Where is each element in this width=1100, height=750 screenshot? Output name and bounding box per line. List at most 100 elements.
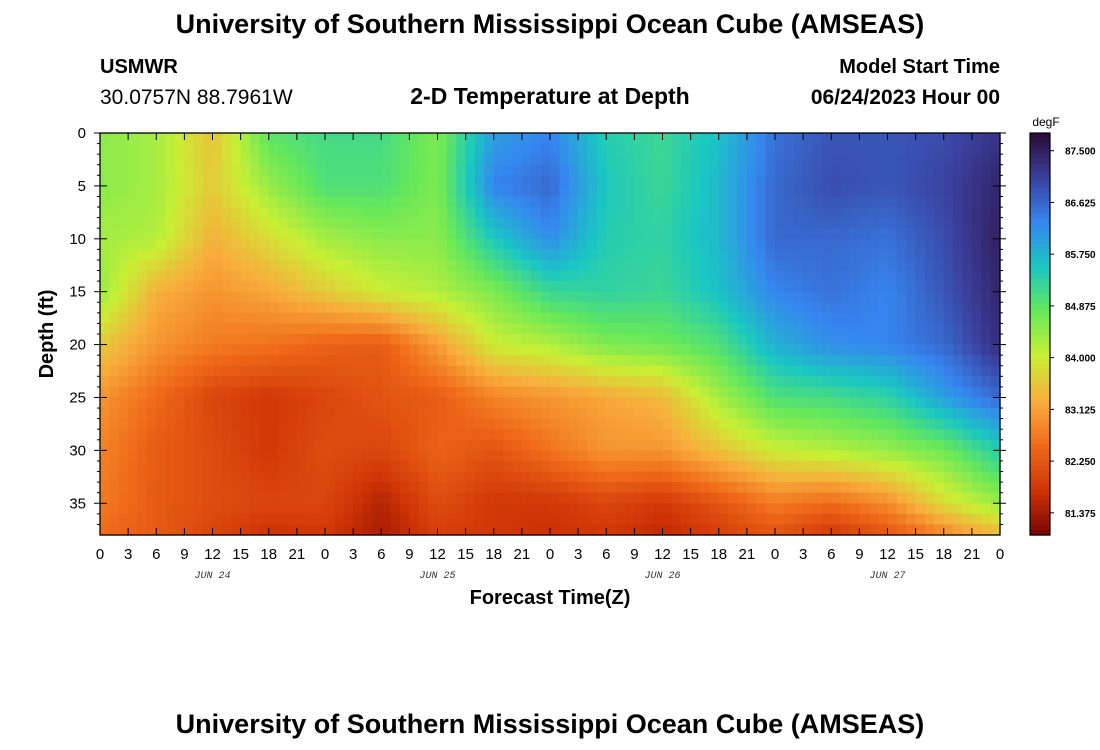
heatmap-cell <box>821 376 832 388</box>
heatmap-cell <box>681 492 692 504</box>
x-tick-label: 6 <box>152 546 160 563</box>
heatmap-cell <box>793 450 804 462</box>
heatmap-cell <box>568 217 579 229</box>
heatmap-cell <box>221 418 232 430</box>
heatmap-cell <box>550 418 560 430</box>
heatmap-cell <box>409 524 420 536</box>
x-tick-label: 18 <box>260 546 277 563</box>
colorbar-segment <box>1030 283 1050 290</box>
heatmap-cell <box>381 355 392 367</box>
heatmap-cell <box>850 323 860 335</box>
heatmap-cell <box>587 259 598 272</box>
heatmap-cell <box>137 386 148 399</box>
heatmap-cell <box>128 450 139 462</box>
heatmap-cell <box>971 439 982 451</box>
heatmap-cell <box>821 228 832 240</box>
heatmap-cell <box>634 302 645 314</box>
heatmap-cell <box>446 524 457 536</box>
heatmap-cell <box>662 450 673 462</box>
heatmap-cell <box>362 175 373 187</box>
heatmap-cell <box>915 175 926 187</box>
heatmap-cell <box>390 450 401 462</box>
heatmap-cell <box>671 291 682 303</box>
heatmap-cell <box>146 429 157 441</box>
heatmap-cell <box>653 492 664 504</box>
heatmap-cell <box>793 196 804 208</box>
heatmap-cell <box>953 133 964 145</box>
heatmap-cell <box>840 154 851 166</box>
heatmap-cell <box>840 259 851 272</box>
heatmap-cell <box>587 482 598 494</box>
heatmap-cell <box>521 164 532 176</box>
heatmap-cell <box>428 312 439 325</box>
heatmap-cell <box>456 365 467 377</box>
heatmap-cell <box>531 164 542 176</box>
heatmap-cell <box>990 323 1001 335</box>
heatmap-cell <box>428 291 439 303</box>
heatmap-cell <box>268 196 279 208</box>
heatmap-cell <box>700 154 710 166</box>
heatmap-cell <box>503 376 514 388</box>
heatmap-cell <box>690 164 701 176</box>
heatmap-cell <box>653 323 664 335</box>
heatmap-cell <box>240 312 251 325</box>
heatmap-cell <box>109 228 120 240</box>
heatmap-cell <box>306 270 317 282</box>
heatmap-cell <box>896 185 907 198</box>
heatmap-cell <box>390 185 401 198</box>
heatmap-cell <box>550 386 560 399</box>
colorbar-segment <box>1030 293 1050 300</box>
heatmap-cell <box>643 154 654 166</box>
heatmap-cell <box>371 503 382 515</box>
heatmap-cell <box>278 259 289 272</box>
heatmap-cell <box>531 492 542 504</box>
heatmap-cell <box>353 418 364 430</box>
heatmap-cell <box>100 323 110 335</box>
heatmap-cell <box>606 133 617 145</box>
heatmap-cell <box>878 217 889 229</box>
heatmap-cell <box>418 143 429 155</box>
heatmap-cell <box>540 513 551 526</box>
heatmap-cell <box>137 185 148 198</box>
heatmap-cell <box>137 408 148 420</box>
heatmap-cell <box>850 334 860 346</box>
heatmap-cell <box>418 386 429 399</box>
heatmap-cell <box>728 397 739 409</box>
heatmap-cell <box>643 175 654 187</box>
heatmap-cell <box>193 429 204 441</box>
heatmap-cell <box>221 355 232 367</box>
heatmap-cell <box>212 376 223 388</box>
heatmap-cell <box>906 249 917 261</box>
colorbar-segment <box>1030 439 1050 446</box>
heatmap-cell <box>662 408 673 420</box>
heatmap-cell <box>803 238 814 250</box>
heatmap-cell <box>896 450 907 462</box>
heatmap-cell <box>334 143 345 155</box>
heatmap-cell <box>315 323 326 335</box>
heatmap-cell <box>878 460 889 473</box>
heatmap-cell <box>521 143 532 155</box>
heatmap-cell <box>943 408 954 420</box>
heatmap-cell <box>446 270 457 282</box>
heatmap-cell <box>156 323 167 335</box>
heatmap-cell <box>362 164 373 176</box>
heatmap-cell <box>803 450 814 462</box>
heatmap-cell <box>887 471 898 483</box>
heatmap-cell <box>859 503 870 515</box>
heatmap-cell <box>371 471 382 483</box>
heatmap-cell <box>878 482 889 494</box>
heatmap-cell <box>278 418 289 430</box>
heatmap-cell <box>540 439 551 451</box>
heatmap-cell <box>653 133 664 145</box>
heatmap-cell <box>128 249 139 261</box>
heatmap-cell <box>700 196 710 208</box>
heatmap-cell <box>503 133 514 145</box>
heatmap-cell <box>315 228 326 240</box>
heatmap-cell <box>400 386 410 399</box>
heatmap-cell <box>550 408 560 420</box>
heatmap-cell <box>943 323 954 335</box>
heatmap-cell <box>700 408 710 420</box>
heatmap-cell <box>737 291 748 303</box>
axes: 0 3 6 9 12 15 18 21 0 3 6 9 12 15 18 21 0 3 6 9 12 15 18 21 0 3 6 9… <box>69 125 1006 582</box>
heatmap-cell <box>850 238 860 250</box>
